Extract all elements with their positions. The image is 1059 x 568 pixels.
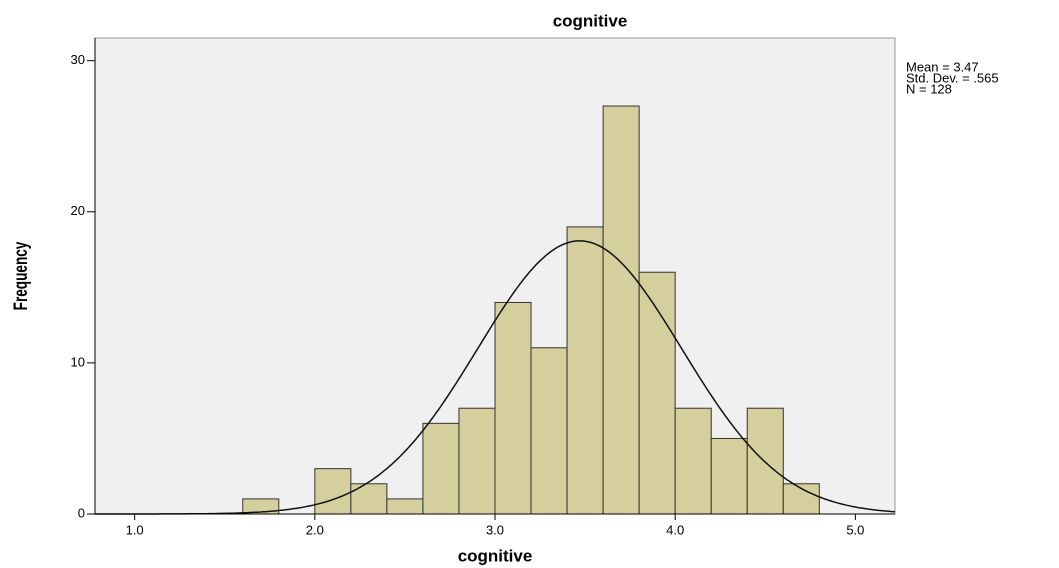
stat-label: N = 128 [906,81,952,96]
bar [422,422,460,515]
normal-curve [95,240,896,515]
stat-label: Mean = 3.47 [906,59,979,74]
bar [710,437,748,515]
bar [458,407,496,515]
y-axis-label: Frequency [10,241,32,310]
x-axis-label: cognitive [458,546,533,565]
bar [530,347,568,515]
bar [674,407,712,515]
x-tick-label: 1.0 [126,522,144,537]
bar [566,226,604,515]
bar [350,483,388,515]
x-tick-label: 5.0 [846,522,864,537]
bar [602,105,640,515]
stat-label: Std. Dev. = .565 [906,70,999,85]
bar [494,301,532,515]
x-tick-label: 3.0 [486,522,504,537]
bar [314,468,352,515]
x-tick-label: 4.0 [666,522,684,537]
x-tick-label: 2.0 [306,522,324,537]
y-tick-label: 10 [71,354,85,369]
bar [386,498,424,515]
y-tick-label: 20 [71,203,85,218]
y-tick-label: 30 [71,52,85,67]
chart-title: cognitive [553,11,628,30]
y-tick-label: 0 [78,505,85,520]
bar [638,271,676,515]
bar [746,407,784,515]
